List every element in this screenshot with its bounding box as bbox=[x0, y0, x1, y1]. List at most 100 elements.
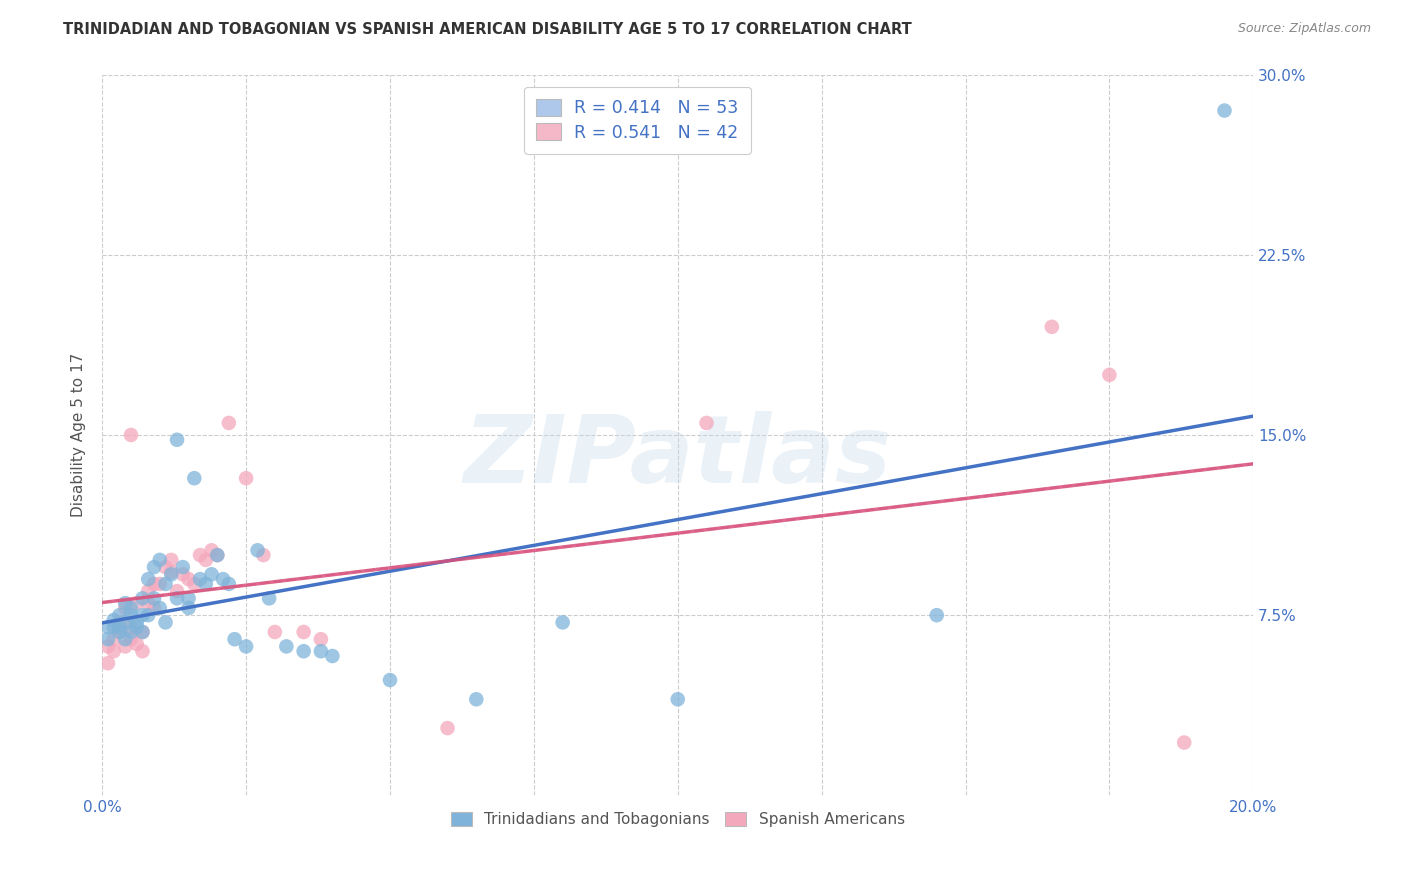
Point bbox=[183, 577, 205, 591]
Point bbox=[149, 601, 172, 615]
Y-axis label: Disability Age 5 to 17: Disability Age 5 to 17 bbox=[72, 353, 86, 517]
Point bbox=[131, 608, 153, 623]
Point bbox=[114, 615, 136, 630]
Point bbox=[200, 543, 222, 558]
Point bbox=[103, 632, 125, 647]
Point bbox=[149, 577, 172, 591]
Point bbox=[155, 615, 177, 630]
Point bbox=[131, 644, 153, 658]
Point bbox=[321, 648, 343, 663]
Point bbox=[160, 567, 183, 582]
Point bbox=[188, 548, 211, 562]
Point bbox=[160, 565, 183, 579]
Point bbox=[172, 567, 194, 582]
Point bbox=[292, 625, 315, 640]
Point bbox=[114, 596, 136, 610]
Point bbox=[309, 632, 332, 647]
Point bbox=[177, 591, 200, 606]
Point bbox=[143, 601, 166, 615]
Point bbox=[235, 640, 257, 654]
Point bbox=[218, 577, 240, 591]
Point bbox=[177, 601, 200, 615]
Point bbox=[120, 608, 142, 623]
Point bbox=[125, 620, 148, 634]
Point bbox=[177, 572, 200, 586]
Point bbox=[108, 608, 131, 623]
Point bbox=[136, 608, 159, 623]
Text: TRINIDADIAN AND TOBAGONIAN VS SPANISH AMERICAN DISABILITY AGE 5 TO 17 CORRELATIO: TRINIDADIAN AND TOBAGONIAN VS SPANISH AM… bbox=[63, 22, 912, 37]
Point bbox=[97, 632, 120, 647]
Point bbox=[149, 553, 172, 567]
Point bbox=[103, 644, 125, 658]
Point bbox=[696, 416, 718, 430]
Point bbox=[1213, 103, 1236, 118]
Point bbox=[160, 553, 183, 567]
Point bbox=[120, 625, 142, 640]
Point bbox=[551, 615, 574, 630]
Point bbox=[155, 560, 177, 574]
Point bbox=[246, 543, 269, 558]
Point bbox=[1040, 319, 1063, 334]
Point bbox=[131, 625, 153, 640]
Point bbox=[103, 613, 125, 627]
Point bbox=[108, 625, 131, 640]
Point bbox=[194, 553, 217, 567]
Point bbox=[136, 572, 159, 586]
Point bbox=[666, 692, 689, 706]
Point bbox=[183, 471, 205, 485]
Legend: Trinidadians and Tobagonians, Spanish Americans: Trinidadians and Tobagonians, Spanish Am… bbox=[443, 805, 912, 835]
Point bbox=[120, 428, 142, 442]
Point bbox=[200, 567, 222, 582]
Point bbox=[108, 615, 131, 630]
Point bbox=[125, 637, 148, 651]
Point bbox=[143, 560, 166, 574]
Point bbox=[224, 632, 246, 647]
Point bbox=[136, 584, 159, 599]
Point bbox=[263, 625, 285, 640]
Point bbox=[257, 591, 280, 606]
Point bbox=[120, 632, 142, 647]
Point bbox=[465, 692, 488, 706]
Point bbox=[194, 577, 217, 591]
Point bbox=[292, 644, 315, 658]
Point bbox=[103, 620, 125, 634]
Point bbox=[218, 416, 240, 430]
Point bbox=[207, 548, 229, 562]
Point bbox=[166, 591, 188, 606]
Point bbox=[143, 591, 166, 606]
Point bbox=[125, 615, 148, 630]
Point bbox=[212, 572, 235, 586]
Point bbox=[97, 657, 120, 671]
Point bbox=[378, 673, 401, 687]
Point bbox=[207, 548, 229, 562]
Point bbox=[114, 601, 136, 615]
Point bbox=[108, 625, 131, 640]
Point bbox=[172, 560, 194, 574]
Point bbox=[436, 721, 458, 735]
Point bbox=[125, 596, 148, 610]
Point bbox=[114, 632, 136, 647]
Point bbox=[108, 620, 131, 634]
Point bbox=[97, 620, 120, 634]
Point bbox=[131, 625, 153, 640]
Text: Source: ZipAtlas.com: Source: ZipAtlas.com bbox=[1237, 22, 1371, 36]
Point bbox=[120, 620, 142, 634]
Point bbox=[1098, 368, 1121, 382]
Point bbox=[131, 591, 153, 606]
Point bbox=[166, 584, 188, 599]
Point bbox=[309, 644, 332, 658]
Point bbox=[155, 577, 177, 591]
Point bbox=[136, 596, 159, 610]
Point bbox=[276, 640, 298, 654]
Point bbox=[252, 548, 274, 562]
Text: ZIPatlas: ZIPatlas bbox=[464, 410, 891, 502]
Point bbox=[235, 471, 257, 485]
Point bbox=[188, 572, 211, 586]
Point bbox=[166, 433, 188, 447]
Point bbox=[143, 577, 166, 591]
Point bbox=[97, 640, 120, 654]
Point bbox=[114, 640, 136, 654]
Point bbox=[120, 601, 142, 615]
Point bbox=[1173, 735, 1195, 749]
Point bbox=[925, 608, 948, 623]
